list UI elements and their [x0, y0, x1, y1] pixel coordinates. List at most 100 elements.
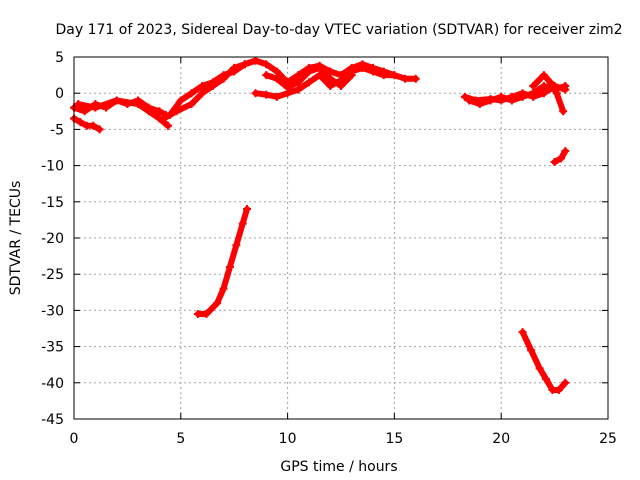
- data-point: [326, 74, 335, 83]
- data-point: [369, 67, 378, 76]
- data-point: [251, 56, 260, 65]
- data-point: [208, 78, 217, 87]
- data-point: [193, 310, 202, 319]
- data-point: [262, 71, 271, 80]
- data-point: [379, 71, 388, 80]
- data-point: [202, 310, 211, 319]
- data-point: [557, 154, 566, 163]
- data-point: [326, 67, 335, 76]
- x-tick-label: 20: [492, 431, 510, 447]
- series-arc-8: [194, 206, 250, 317]
- data-point: [518, 328, 527, 337]
- data-point: [304, 78, 313, 87]
- data-point: [166, 110, 175, 119]
- data-point: [554, 386, 563, 395]
- data-point: [225, 262, 234, 271]
- x-tick-label: 5: [176, 431, 185, 447]
- axis-ticks: 5 0 -5 -10 -15 -20 -25 -30 -35 -40 -45 0 5 10 15 20 25: [41, 50, 617, 447]
- data-point: [272, 74, 281, 83]
- data-point: [219, 71, 228, 80]
- data-point: [262, 90, 271, 99]
- series-arc-12: [551, 148, 569, 165]
- x-axis-label: GPS time / hours: [280, 459, 397, 475]
- y-tick-label: -40: [41, 376, 64, 392]
- data-point: [475, 100, 484, 109]
- data-point: [315, 63, 324, 72]
- y-tick-label: -20: [41, 231, 64, 247]
- data-point: [401, 74, 410, 83]
- data-point: [542, 375, 551, 384]
- y-tick-label: -5: [50, 122, 64, 138]
- data-point: [527, 346, 536, 355]
- data-point: [144, 107, 153, 116]
- data-point: [559, 107, 568, 116]
- y-tick-label: -10: [41, 159, 64, 175]
- data-point: [283, 83, 292, 92]
- data-point: [272, 92, 281, 101]
- data-point: [507, 96, 516, 105]
- data-point: [304, 67, 313, 76]
- y-tick-label: 0: [55, 86, 64, 102]
- y-tick-label: -35: [41, 340, 64, 356]
- y-tick-label: -30: [41, 303, 64, 319]
- data-point: [198, 89, 207, 98]
- data-point: [390, 71, 399, 80]
- y-tick-label: -25: [41, 267, 64, 283]
- data-point: [529, 89, 538, 98]
- plot-frame: [73, 56, 609, 420]
- y-tick-label: -15: [41, 195, 64, 211]
- data-point: [561, 81, 570, 90]
- x-tick-label: 25: [599, 431, 617, 447]
- data-point: [155, 107, 164, 116]
- data-point: [546, 78, 555, 87]
- data-point: [272, 67, 281, 76]
- data-point: [539, 71, 548, 80]
- data-point: [240, 60, 249, 69]
- data-point: [326, 81, 335, 90]
- data-point: [230, 67, 239, 76]
- data-point: [497, 92, 506, 101]
- series-arc-3: [75, 97, 171, 129]
- data-point: [176, 96, 185, 105]
- data-point: [315, 71, 324, 80]
- data-point: [411, 74, 420, 83]
- data-point: [89, 121, 98, 130]
- data-point: [460, 92, 469, 101]
- data-point: [358, 63, 367, 72]
- data-point: [561, 378, 570, 387]
- data-point: [529, 81, 538, 90]
- series-arc-10: [466, 83, 569, 108]
- grid-lines: [74, 57, 608, 419]
- y-tick-label: 5: [55, 50, 64, 66]
- data-point: [294, 71, 303, 80]
- data-point: [213, 299, 222, 308]
- y-tick-label: -45: [41, 412, 64, 428]
- data-point: [198, 81, 207, 90]
- data-point: [347, 71, 356, 80]
- data-point: [550, 157, 559, 166]
- data-point: [95, 125, 104, 134]
- data-point: [539, 81, 548, 90]
- data-point: [251, 89, 260, 98]
- data-point: [74, 100, 83, 109]
- data-point: [80, 107, 89, 116]
- data-point: [552, 89, 561, 98]
- data-point: [91, 103, 100, 112]
- data-point: [134, 100, 143, 109]
- data-point: [518, 92, 527, 101]
- data-point: [561, 147, 570, 156]
- data-point: [262, 60, 271, 69]
- y-axis-label: SDTVAR / TECUs: [8, 181, 24, 296]
- x-tick-label: 10: [279, 431, 297, 447]
- data-point: [232, 241, 241, 250]
- data-point: [163, 121, 172, 130]
- data-series: [70, 56, 570, 395]
- data-point: [187, 89, 196, 98]
- data-point: [465, 96, 474, 105]
- data-point: [539, 89, 548, 98]
- data-point: [294, 85, 303, 94]
- data-point: [76, 118, 85, 127]
- data-point: [219, 284, 228, 293]
- x-tick-label: 15: [385, 431, 403, 447]
